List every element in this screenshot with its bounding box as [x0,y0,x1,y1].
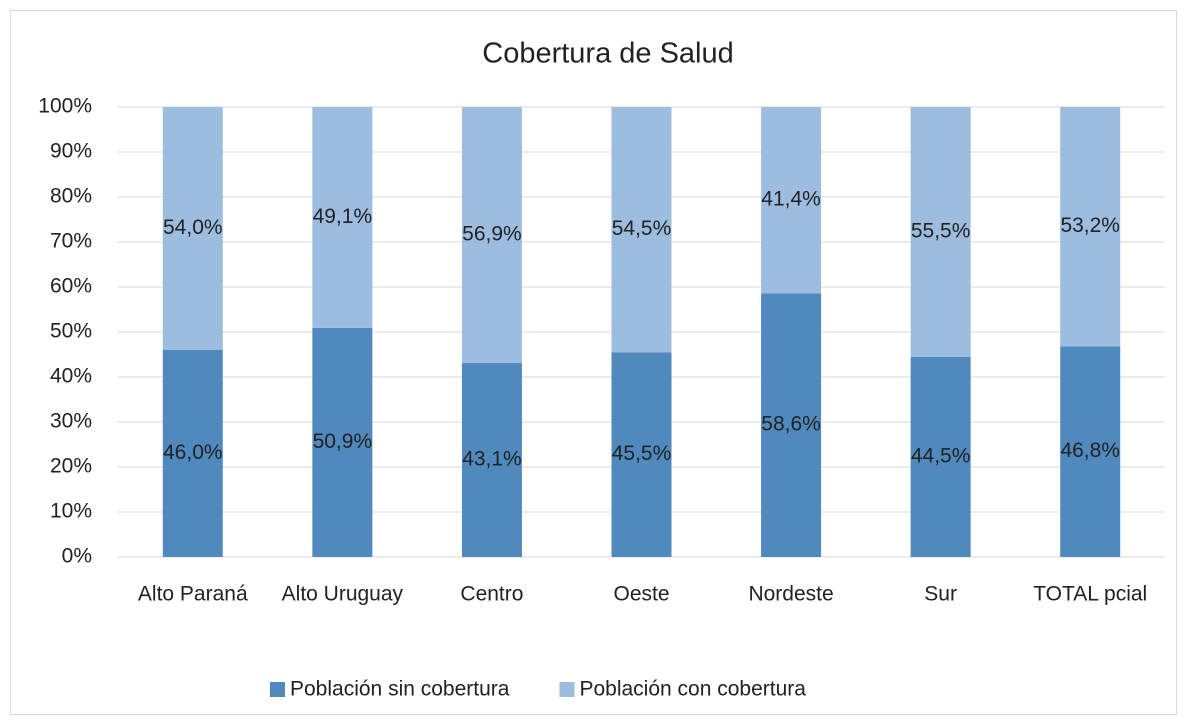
y-tick-label: 10% [50,500,92,523]
bar-segment [761,293,822,557]
y-tick-label: 30% [50,410,92,433]
bar-segment [1060,346,1121,557]
legend-swatch [559,682,575,697]
x-tick-label: Oeste [613,583,669,606]
x-tick-label: Alto Paraná [138,583,248,606]
data-label: 46,8% [1060,439,1120,462]
y-tick-label: 70% [50,230,92,253]
x-tick-label: Centro [460,583,523,606]
data-label: 55,5% [911,219,971,242]
bar-segment [1060,107,1121,347]
data-label: 43,1% [462,448,522,471]
bar-segment [761,107,822,294]
legend-swatch [270,682,285,697]
y-tick-label: 60% [50,275,92,298]
data-label: 50,9% [313,430,373,453]
data-label: 46,0% [163,441,223,464]
bar-segment [162,107,223,350]
bar-segment [611,352,672,557]
bar-segment [312,107,373,328]
legend-label: Población con cobertura [579,678,806,701]
y-tick-label: 20% [50,455,92,478]
x-tick-label: Alto Uruguay [282,583,404,606]
data-label: 58,6% [761,413,821,436]
bar-segment [461,107,522,364]
data-label: 54,5% [612,217,672,240]
bar-segment [162,350,223,557]
data-label: 56,9% [462,223,522,246]
bar-segment [312,327,373,557]
data-label: 41,4% [761,188,821,211]
x-tick-label: TOTAL pcial [1033,583,1147,606]
data-label: 54,0% [163,216,223,239]
y-tick-label: 50% [50,320,92,343]
legend-label: Población sin cobertura [290,678,510,701]
bar-segment [611,107,672,353]
bar-segment [910,107,971,357]
y-tick-label: 90% [50,140,92,163]
data-label: 45,5% [612,442,672,465]
y-tick-label: 0% [62,545,92,568]
bar-segment [461,363,522,557]
data-label: 44,5% [911,444,971,467]
x-tick-label: Sur [924,583,957,606]
data-label: 53,2% [1060,214,1120,237]
bar-segment [910,356,971,557]
x-tick-label: Nordeste [748,583,833,606]
y-tick-label: 100% [38,95,92,118]
data-label: 49,1% [313,205,373,228]
y-tick-label: 80% [50,185,92,208]
y-tick-label: 40% [50,365,92,388]
chart-title: Cobertura de Salud [482,38,734,70]
